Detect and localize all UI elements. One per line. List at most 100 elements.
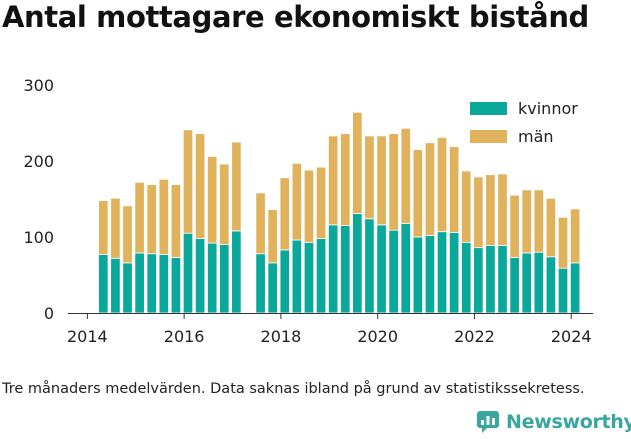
bar-segment-kvinnor [303, 241, 315, 314]
bar-segment-kvinnor [352, 213, 363, 314]
x-tick-label: 2018 [261, 327, 302, 346]
chart-caption: Tre månaders medelvärden. Data saknas ib… [2, 381, 585, 397]
x-tick-label: 2020 [357, 327, 398, 346]
bar-segment-kvinnor [448, 232, 460, 314]
bar-segment-kvinnor [267, 262, 278, 314]
bar-segment-man [545, 197, 557, 258]
bar-segment-kvinnor [461, 241, 472, 314]
bar-segment-man [388, 133, 399, 231]
bar-segment-kvinnor [473, 247, 484, 314]
bar-segment-kvinnor [436, 231, 448, 314]
bar-segment-man [436, 137, 448, 233]
bars [98, 111, 581, 314]
bar-segment-kvinnor [557, 267, 569, 314]
bar-segment-kvinnor [485, 244, 496, 314]
x-tick-label: 2016 [164, 327, 205, 346]
bar-segment-kvinnor [569, 262, 581, 314]
bar-segment-kvinnor [376, 224, 387, 314]
bar-segment-man [364, 135, 375, 220]
bar-segment-man [328, 135, 339, 226]
bar-segment-man [473, 176, 484, 249]
legend: kvinnor män [470, 99, 578, 146]
bar-segment-man [497, 173, 508, 246]
bar-segment-man [110, 197, 121, 259]
legend-swatch-man [470, 130, 507, 143]
bar-segment-man [569, 208, 581, 264]
legend-swatch-kvinnor [470, 102, 507, 115]
bar-segment-kvinnor [424, 235, 436, 314]
bar-segment-man [219, 163, 230, 245]
bar-segment-man [485, 174, 496, 246]
bar-segment-kvinnor [158, 254, 169, 314]
x-tick-label: 2024 [551, 327, 592, 346]
bar-segment-kvinnor [497, 244, 508, 314]
bar-segment-man [557, 216, 569, 269]
bar-segment-man [376, 135, 387, 226]
bar-segment-kvinnor [291, 239, 303, 314]
bar-segment-man [231, 141, 242, 232]
bar-segment-man [315, 166, 327, 239]
chart-title: Antal mottagare ekonomiskt bistånd [2, 0, 589, 34]
bar-segment-man [412, 149, 423, 238]
bar-segment-man [521, 189, 532, 254]
bar-segment-man [533, 189, 544, 253]
y-tick-label: 300 [23, 76, 54, 95]
bar-segment-kvinnor [255, 253, 266, 314]
bar-segment-man [158, 178, 169, 255]
bar-segment-kvinnor [182, 232, 194, 314]
bar-segment-man [352, 111, 363, 214]
bar-segment-kvinnor [146, 253, 157, 314]
bar-segment-man [134, 181, 145, 254]
bar-segment-kvinnor [231, 230, 242, 314]
x-axis: 2014 2016 2018 2020 2022 2024 [67, 313, 593, 346]
bar-segment-man [279, 177, 290, 251]
legend-label-man: män [518, 127, 554, 146]
bar-segment-kvinnor [545, 256, 557, 314]
brand-name: Newsworthy [506, 411, 631, 433]
bar-segment-man [340, 133, 351, 226]
bar-segment-man [182, 129, 194, 234]
legend-label-kvinnor: kvinnor [518, 99, 578, 118]
newsworthy-brand[interactable]: Newsworthy [476, 410, 631, 434]
bar-segment-kvinnor [315, 238, 327, 314]
bar-segment-kvinnor [340, 225, 351, 314]
bar-segment-man [267, 209, 278, 264]
x-tick-label: 2022 [454, 327, 495, 346]
bar-segment-kvinnor [170, 257, 182, 314]
bar-segment-man [194, 133, 206, 239]
bar-segment-man [170, 184, 182, 258]
y-tick-label: 100 [23, 228, 54, 247]
bar-segment-kvinnor [110, 257, 121, 314]
bar-segment-kvinnor [533, 251, 544, 314]
bar-segment-kvinnor [207, 242, 218, 314]
bar-segment-kvinnor [328, 224, 339, 314]
bar-segment-kvinnor [194, 238, 206, 314]
bar-segment-kvinnor [400, 222, 411, 314]
y-tick-label: 200 [23, 152, 54, 171]
bar-segment-kvinnor [412, 236, 423, 314]
bar-segment-man [207, 156, 218, 244]
y-axis-labels: 0 100 200 300 [23, 76, 54, 323]
bar-segment-man [509, 194, 520, 258]
bar-segment-kvinnor [388, 229, 399, 314]
bar-segment-kvinnor [521, 252, 532, 314]
bar-segment-kvinnor [134, 252, 145, 314]
bar-segment-kvinnor [279, 249, 290, 314]
bar-segment-man [400, 127, 411, 224]
bar-segment-kvinnor [219, 244, 230, 314]
newsworthy-logo-icon [477, 411, 499, 433]
bar-segment-man [424, 142, 436, 236]
bar-segment-man [98, 200, 109, 255]
bar-segment-kvinnor [122, 262, 133, 314]
bar-segment-kvinnor [509, 257, 520, 314]
bar-segment-man [303, 169, 315, 243]
bar-segment-man [461, 170, 472, 243]
y-tick-label: 0 [44, 304, 54, 323]
bar-segment-kvinnor [98, 254, 109, 314]
bar-segment-kvinnor [364, 218, 375, 314]
bar-segment-man [255, 192, 266, 255]
bar-segment-man [122, 205, 133, 264]
bar-segment-man [448, 146, 460, 233]
bar-segment-man [146, 184, 157, 255]
